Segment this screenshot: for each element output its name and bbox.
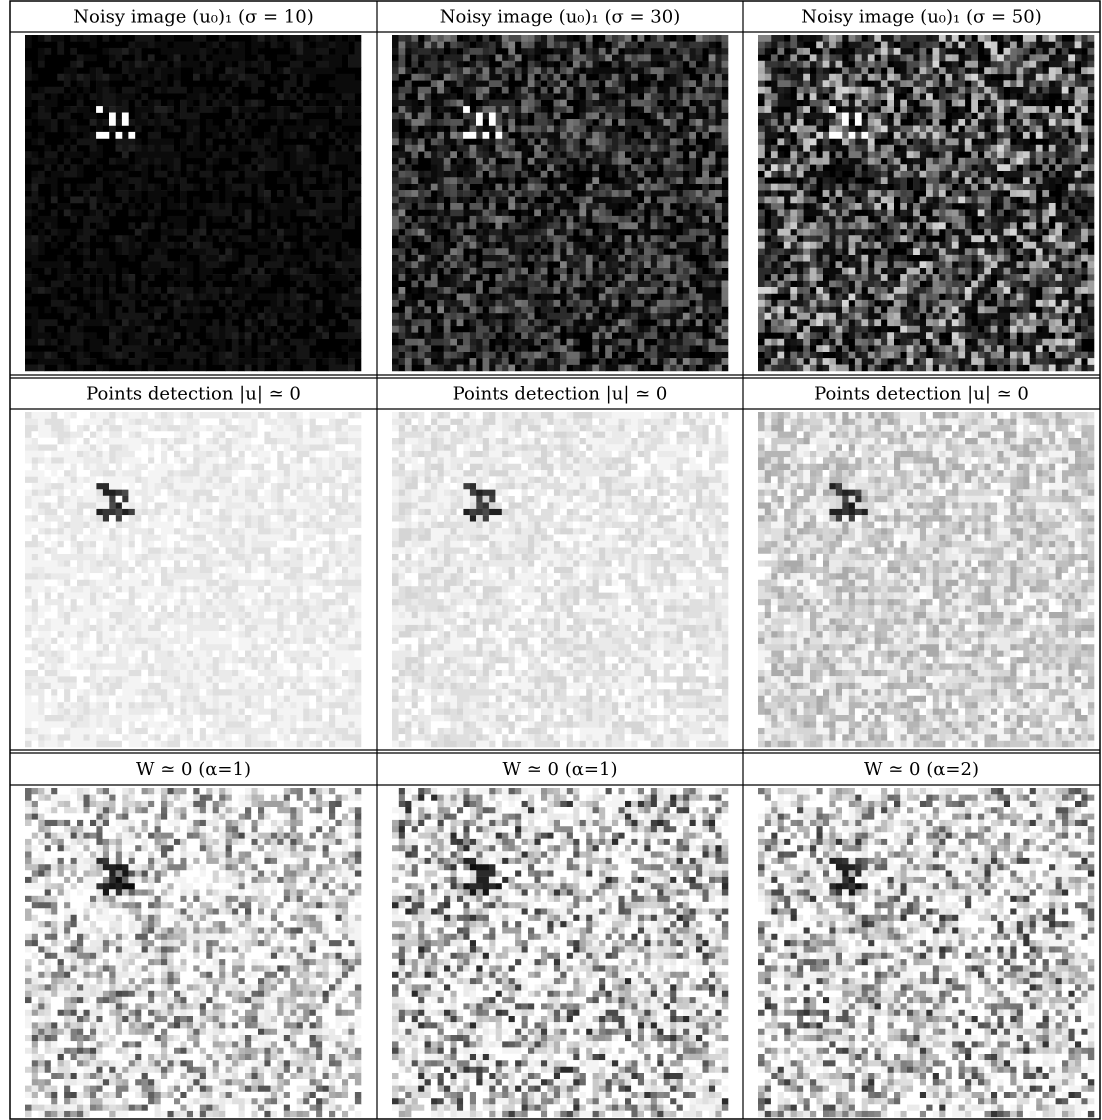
panel-title: W ≃ 0 (α=2) bbox=[864, 759, 979, 780]
panel-image bbox=[25, 35, 361, 371]
panels: Noisy image (u₀)₁ (σ = 10) Noisy image (u… bbox=[25, 7, 1094, 1118]
panel-title: Points detection |u| ≃ 0 bbox=[814, 384, 1029, 405]
noise-pixels bbox=[96, 483, 109, 490]
figure: Noisy image (u₀)₁ (σ = 10) Noisy image (u… bbox=[0, 0, 1102, 1120]
panel-image bbox=[25, 412, 361, 747]
panel-title: Noisy image (u₀)₁ (σ = 10) bbox=[73, 7, 313, 28]
panel-title: W ≃ 0 (α=1) bbox=[136, 759, 251, 780]
noise-pixels bbox=[470, 483, 477, 490]
panel-image bbox=[392, 412, 728, 747]
panel-title: Noisy image (u₀)₁ (σ = 50) bbox=[801, 7, 1041, 28]
panel-image bbox=[392, 788, 728, 1117]
panel-title: W ≃ 0 (α=1) bbox=[503, 759, 618, 780]
noise-pixels bbox=[855, 883, 862, 890]
panel-image bbox=[25, 788, 361, 1117]
panel-image bbox=[758, 35, 1094, 371]
panel-image bbox=[758, 412, 1094, 747]
noise-pixels bbox=[849, 502, 856, 509]
panel-image bbox=[758, 788, 1094, 1117]
noise-pixels bbox=[842, 502, 849, 515]
panel-title: Points detection |u| ≃ 0 bbox=[453, 384, 668, 405]
noise-pixels bbox=[470, 864, 477, 871]
panel-image bbox=[392, 35, 728, 371]
panel-title: Noisy image (u₀)₁ (σ = 30) bbox=[440, 7, 680, 28]
panel-title: Points detection |u| ≃ 0 bbox=[86, 384, 301, 405]
